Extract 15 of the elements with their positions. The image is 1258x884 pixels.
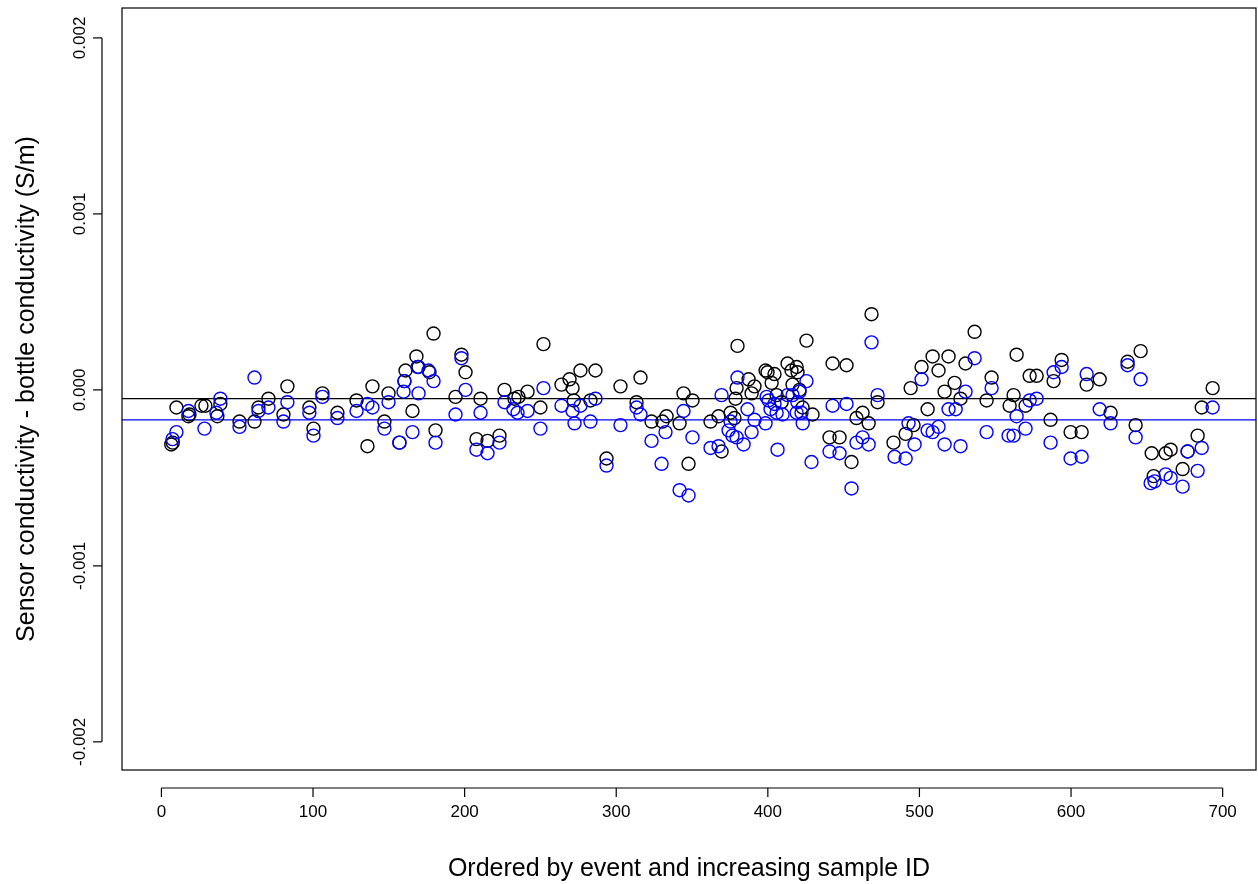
y-tick-label: 0.000	[70, 368, 89, 412]
y-tick-label: 0.001	[70, 192, 89, 236]
x-tick-label: 300	[602, 802, 631, 821]
y-axis-title: Sensor conductivity - bottle conductivity (S/m)	[11, 136, 39, 642]
x-tick-label: 400	[753, 802, 783, 821]
x-tick-label: 500	[905, 802, 934, 821]
y-tick-label: 0.002	[70, 16, 89, 60]
x-tick-label: 100	[298, 802, 328, 821]
x-tick-label: 700	[1208, 802, 1237, 821]
x-axis-title: Ordered by event and increasing sample ID	[447, 853, 931, 881]
x-tick-label: 0	[156, 802, 167, 821]
y-tick-label: -0.001	[70, 541, 89, 590]
x-tick-label: 200	[450, 802, 479, 821]
y-tick-label: -0.002	[70, 717, 89, 766]
x-tick-label: 600	[1056, 802, 1086, 821]
